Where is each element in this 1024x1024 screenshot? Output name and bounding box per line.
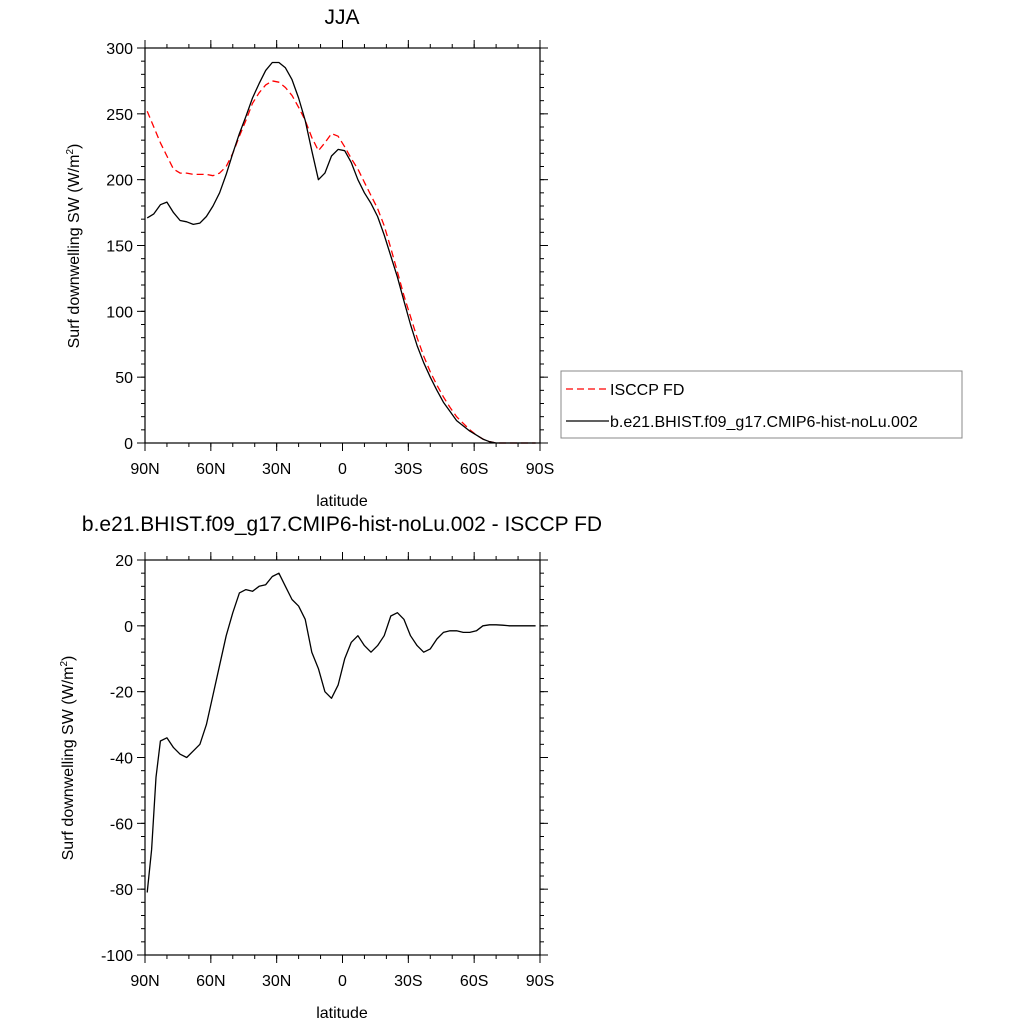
top-y-tick-label: 100 <box>106 304 133 321</box>
top-y-axis-label-main: Surf downwelling SW (W/m <box>66 155 83 349</box>
top-series-group <box>146 61 536 444</box>
bottom-panel: b.e21.BHIST.f09_g17.CMIP6-hist-noLu.002 … <box>59 513 602 1022</box>
top-title: JJA <box>324 6 359 29</box>
top-y-tick-label: 0 <box>124 436 133 453</box>
top-axis-ticks <box>137 40 548 451</box>
top-y-tick-label: 50 <box>115 370 133 387</box>
bottom-y-tick-label: 0 <box>124 619 133 636</box>
bottom-y-axis-label-main: Surf downwelling SW (W/m <box>60 667 77 861</box>
bottom-x-tick-labels: 90N 60N 30N 0 30S 60S 90S <box>130 973 554 990</box>
bottom-y-tick-label: -40 <box>110 751 133 768</box>
top-x-tick-label: 60S <box>460 461 488 478</box>
bottom-series-line-model <box>146 572 536 893</box>
top-series-line-model <box>146 61 536 444</box>
top-x-tick-label: 30N <box>262 461 291 478</box>
bottom-x-tick-label: 90S <box>526 973 554 990</box>
top-x-tick-label: 90S <box>526 461 554 478</box>
top-y-axis-label: Surf downwelling SW (W/m2) <box>65 144 83 349</box>
bottom-x-tick-label: 0 <box>338 973 347 990</box>
bottom-y-tick-label: -20 <box>110 685 133 702</box>
bottom-y-tick-label: -100 <box>101 948 133 965</box>
top-x-tick-label: 0 <box>338 461 347 478</box>
bottom-y-tick-labels: -100 -80 -60 -40 -20 0 20 <box>101 553 133 965</box>
top-series-line-isccp-fd <box>146 80 536 444</box>
top-y-axis-label-sup: 2 <box>65 149 76 155</box>
legend: ISCCP FD b.e21.BHIST.f09_g17.CMIP6-hist-… <box>560 370 963 439</box>
bottom-y-tick-label: 20 <box>115 553 133 570</box>
bottom-x-tick-label: 90N <box>130 973 159 990</box>
top-x-tick-label: 60N <box>196 461 225 478</box>
top-y-tick-label: 300 <box>106 41 133 58</box>
bottom-axis-ticks <box>137 552 548 963</box>
bottom-series-group <box>146 572 536 893</box>
top-plot-frame <box>144 47 541 444</box>
bottom-y-axis-label-close: ) <box>60 656 77 661</box>
top-y-tick-label: 150 <box>106 239 133 256</box>
bottom-x-tick-label: 30S <box>394 973 422 990</box>
bottom-y-tick-label: -60 <box>110 816 133 833</box>
legend-label-isccp: ISCCP FD <box>610 382 684 399</box>
top-x-axis-label: latitude <box>316 493 368 510</box>
legend-box <box>560 370 963 439</box>
bottom-y-axis-label-sup: 2 <box>59 661 70 667</box>
bottom-x-tick-label: 30N <box>262 973 291 990</box>
bottom-x-tick-label: 60S <box>460 973 488 990</box>
bottom-title: b.e21.BHIST.f09_g17.CMIP6-hist-noLu.002 … <box>82 513 602 536</box>
top-y-tick-labels: 0 50 100 150 200 250 300 <box>106 41 133 453</box>
bottom-plot-frame <box>144 559 541 956</box>
bottom-y-tick-label: -80 <box>110 882 133 899</box>
legend-label-model: b.e21.BHIST.f09_g17.CMIP6-hist-noLu.002 <box>610 414 918 431</box>
top-x-tick-labels: 90N 60N 30N 0 30S 60S 90S <box>130 461 554 478</box>
bottom-y-axis-label: Surf downwelling SW (W/m2) <box>59 656 77 861</box>
top-y-axis-label-close: ) <box>66 144 83 149</box>
top-x-tick-label: 30S <box>394 461 422 478</box>
top-x-tick-label: 90N <box>130 461 159 478</box>
top-y-tick-label: 250 <box>106 107 133 124</box>
top-y-tick-label: 200 <box>106 173 133 190</box>
bottom-x-tick-label: 60N <box>196 973 225 990</box>
bottom-x-axis-label: latitude <box>316 1005 368 1022</box>
